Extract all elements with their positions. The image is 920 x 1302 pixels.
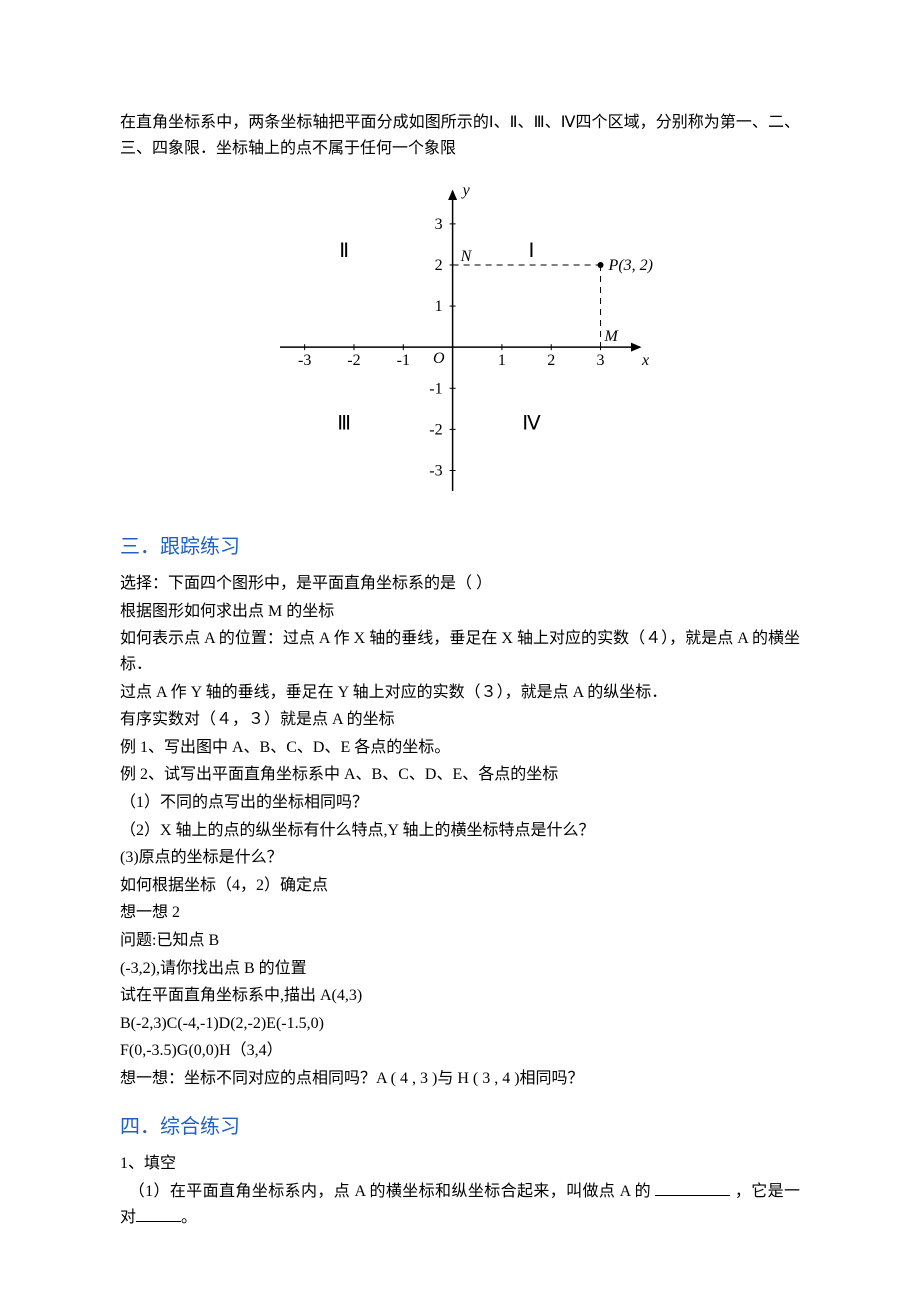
exercise-1-sub: （1）在平面直角坐标系内，点 A 的横坐标和纵坐标合起来，叫做点 A 的 ，它是…	[120, 1179, 800, 1230]
section3-line: 问题:已知点 B	[120, 928, 800, 954]
exercise-1-sub-indent	[120, 1183, 129, 1200]
svg-text:x: x	[641, 352, 649, 369]
svg-text:3: 3	[435, 216, 443, 233]
section3-line: （2）X 轴上的点的纵坐标有什么特点,Y 轴上的横坐标特点是什么？	[120, 818, 800, 844]
svg-text:-2: -2	[347, 352, 360, 369]
section3-line: B(-2,3)C(-4,-1)D(2,-2)E(-1.5,0)	[120, 1011, 800, 1037]
section-4-heading: 四．综合练习	[120, 1111, 800, 1143]
exercise-1-label: 1、填空	[120, 1151, 800, 1177]
svg-text:2: 2	[435, 257, 443, 274]
svg-text:3: 3	[597, 352, 605, 369]
coordinate-plane-figure: -3 -2 -1 1 2 3 -3 -2 -1 1 2 3 Oy x P(3, 2) N M Ⅰ Ⅱ Ⅲ Ⅳ	[260, 171, 660, 511]
exercise-1-suffix: 。	[181, 1209, 197, 1226]
svg-text:1: 1	[435, 298, 443, 315]
section3-line: 过点 A 作 Y 轴的垂线，垂足在 Y 轴上对应的实数（３），就是点 A 的纵坐…	[120, 680, 800, 706]
section3-line: 如何根据坐标（4，2）确定点	[120, 873, 800, 899]
svg-text:-3: -3	[298, 352, 311, 369]
section3-line: （1）不同的点写出的坐标相同吗？	[120, 790, 800, 816]
section-3-body: 选择：下面四个图形中，是平面直角坐标系的是（ ）根据图形如何求出点 M 的坐标如…	[120, 571, 800, 1091]
section3-line: 有序实数对（４，３）就是点 A 的坐标	[120, 707, 800, 733]
svg-text:O: O	[433, 350, 445, 367]
svg-text:-1: -1	[429, 380, 442, 397]
svg-text:-1: -1	[397, 352, 410, 369]
section3-line: (3)原点的坐标是什么？	[120, 845, 800, 871]
section3-line: 试在平面直角坐标系中,描出 A(4,3)	[120, 983, 800, 1009]
svg-text:Ⅳ: Ⅳ	[522, 413, 541, 435]
section3-line: 想一想 2	[120, 900, 800, 926]
svg-text:M: M	[604, 328, 620, 345]
svg-text:-3: -3	[429, 463, 442, 480]
svg-text:P(3, 2): P(3, 2)	[608, 257, 653, 274]
section-3-heading: 三．跟踪练习	[120, 531, 800, 563]
svg-text:1: 1	[498, 352, 506, 369]
svg-text:Ⅲ: Ⅲ	[337, 413, 351, 435]
svg-text:2: 2	[547, 352, 555, 369]
section3-line: 想一想：坐标不同对应的点相同吗？A ( 4 , 3 )与 H ( 3 , 4 )…	[120, 1066, 800, 1092]
svg-text:N: N	[460, 248, 473, 265]
svg-text:y: y	[461, 182, 471, 199]
section3-line: (-3,2),请你找出点 B 的位置	[120, 956, 800, 982]
section3-line: 例 2、试写出平面直角坐标系中 A、B、C、D、E、各点的坐标	[120, 762, 800, 788]
svg-text:Ⅱ: Ⅱ	[339, 240, 349, 262]
figure-container: -3 -2 -1 1 2 3 -3 -2 -1 1 2 3 Oy x P(3, 2) N M Ⅰ Ⅱ Ⅲ Ⅳ	[120, 171, 800, 511]
coordinate-plane-svg: -3 -2 -1 1 2 3 -3 -2 -1 1 2 3 Oy x P(3, 2) N M Ⅰ Ⅱ Ⅲ Ⅳ	[260, 171, 660, 511]
blank-1[interactable]	[655, 1181, 730, 1196]
intro-paragraph: 在直角坐标系中，两条坐标轴把平面分成如图所示的Ⅰ、Ⅱ、Ⅲ、Ⅳ四个区域，分别称为第…	[120, 110, 800, 161]
svg-text:-2: -2	[429, 422, 442, 439]
exercise-1-prefix: （1）在平面直角坐标系内，点 A 的横坐标和纵坐标合起来，叫做点 A 的	[129, 1183, 651, 1200]
section3-line: 例 1、写出图中 A、B、C、D、E 各点的坐标。	[120, 735, 800, 761]
section3-line: 选择：下面四个图形中，是平面直角坐标系的是（ ）	[120, 571, 800, 597]
svg-text:Ⅰ: Ⅰ	[529, 240, 535, 262]
page: 在直角坐标系中，两条坐标轴把平面分成如图所示的Ⅰ、Ⅱ、Ⅲ、Ⅳ四个区域，分别称为第…	[0, 0, 920, 1302]
section3-line: 根据图形如何求出点 M 的坐标	[120, 599, 800, 625]
section3-line: F(0,-3.5)G(0,0)H（3,4）	[120, 1038, 800, 1064]
section3-line: 如何表示点 A 的位置：过点 A 作 X 轴的垂线，垂足在 X 轴上对应的实数（…	[120, 626, 800, 677]
blank-2[interactable]	[136, 1206, 181, 1221]
